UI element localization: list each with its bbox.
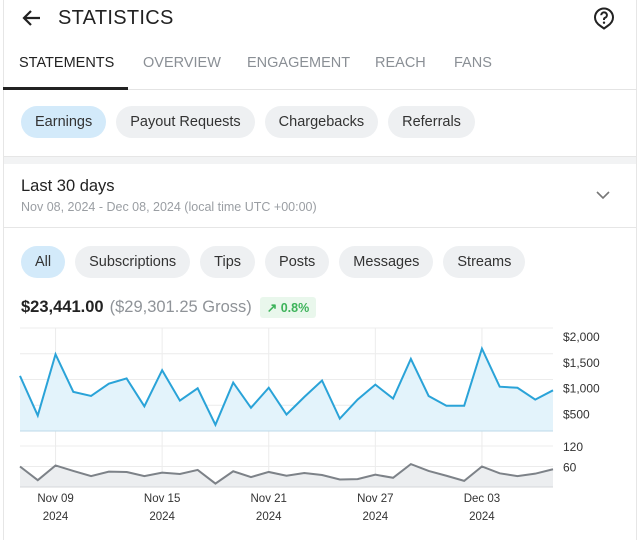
change-value: 0.8% [280,301,310,315]
help-circle-icon[interactable] [592,6,616,30]
x-tick-label: Nov 27 [357,493,393,505]
tab-bar: STATEMENTS OVERVIEW ENGAGEMENT REACH FAN… [3,44,637,90]
range-subtitle: Nov 08, 2024 - Dec 08, 2024 (local time … [21,200,317,214]
y-tick-label: $1,500 [563,356,600,370]
range-title: Last 30 days [21,177,115,195]
earnings-chart: Nov 09 2024 Nov 15 2024 Nov 21 2024 Nov 27 2024… [19,327,600,523]
gross-total: ($29,301.25 Gross) [109,298,252,316]
section-divider [4,156,636,164]
chip-tips[interactable]: Tips [200,246,256,278]
y-tick-label: 120 [563,440,583,454]
x-tick-year: 2024 [363,511,389,523]
tab-engagement[interactable]: ENGAGEMENT [247,55,351,71]
x-tick-year: 2024 [43,511,69,523]
net-total: $23,441.00 [21,298,104,316]
chip-chargebacks[interactable]: Chargebacks [264,106,379,138]
app-header: STATISTICS [0,0,640,38]
series-area [20,348,553,431]
x-tick-label: Nov 15 [144,493,180,505]
y-tick-label: $1,000 [563,382,600,396]
x-tick-label: Nov 09 [37,493,73,505]
page-title: STATISTICS [58,7,174,29]
x-tick-year: 2024 [256,511,282,523]
chip-messages[interactable]: Messages [339,246,434,278]
x-tick-label: Dec 03 [464,493,500,505]
y-tick-label: $2,000 [563,330,600,344]
chip-streams[interactable]: Streams [443,246,526,278]
chip-payout-requests[interactable]: Payout Requests [116,106,255,138]
tab-fans[interactable]: FANS [454,55,492,71]
arrow-left-icon[interactable] [20,6,44,30]
change-badge: ↗ 0.8% [259,297,317,318]
chevron-down-icon [596,191,610,200]
earnings-totals: $23,441.00 ($29,301.25 Gross) ↗ 0.8% [21,297,317,318]
tab-overview[interactable]: OVERVIEW [143,55,221,71]
x-tick-year: 2024 [149,511,175,523]
tab-reach[interactable]: REACH [375,55,426,71]
chip-earnings[interactable]: Earnings [21,106,107,138]
active-tab-indicator [3,87,128,90]
chip-subscriptions[interactable]: Subscriptions [75,246,191,278]
date-range-selector[interactable]: Last 30 days Nov 08, 2024 - Dec 08, 2024… [4,164,636,228]
x-tick-year: 2024 [469,511,495,523]
arrow-up-right-icon: ↗ [266,301,278,315]
x-tick-label: Nov 21 [251,493,287,505]
chip-referrals[interactable]: Referrals [388,106,475,138]
category-chips: All Subscriptions Tips Posts Messages St… [21,246,526,278]
statement-type-chips: Earnings Payout Requests Chargebacks Ref… [21,106,475,138]
series-area [20,464,553,487]
chip-all[interactable]: All [21,246,66,278]
tab-statements[interactable]: STATEMENTS [19,55,115,71]
y-tick-label: 60 [563,461,577,475]
y-tick-label: $500 [563,407,590,421]
page-frame [3,0,637,540]
chip-posts[interactable]: Posts [265,246,330,278]
